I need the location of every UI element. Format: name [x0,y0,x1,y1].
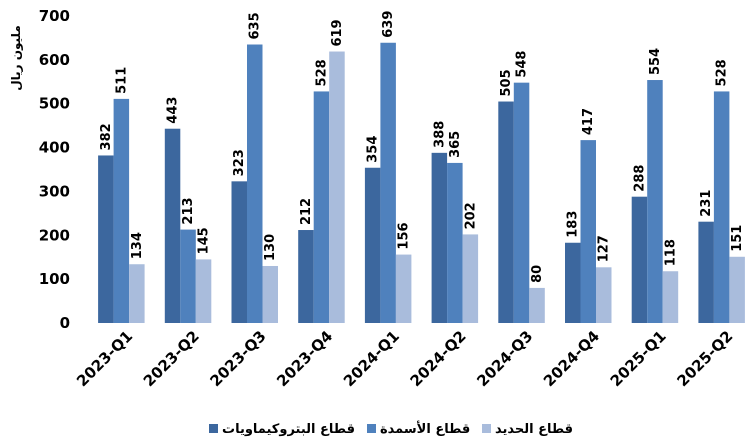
legend-swatch [482,424,491,433]
bar [395,254,412,323]
bar [195,259,212,323]
y-tick-label: 700 [39,7,70,25]
data-label: 443 [166,97,181,124]
data-label: 388 [432,121,447,148]
y-axis-title: مليون ريال [9,25,24,91]
data-label: 212 [299,198,314,225]
data-label: 354 [366,136,381,163]
x-tick-label: 2024-Q3 [473,327,536,390]
bar [580,140,596,323]
data-label: 505 [499,69,514,96]
x-tick-label: 2023-Q3 [207,327,270,390]
y-tick-label: 300 [39,182,70,200]
bar [247,44,263,323]
bar [529,287,545,323]
data-label: 151 [730,225,745,252]
legend-label: قطاع البتروكيماويات [222,422,355,437]
bar [298,230,314,323]
bar [313,91,330,323]
bar [364,167,381,323]
x-tick-label: 2025-Q2 [673,327,736,390]
bar [462,234,479,323]
legend-swatch [209,424,218,433]
data-label: 548 [515,51,530,78]
bar [431,152,448,323]
bars [98,42,745,324]
data-label: 202 [463,202,478,229]
data-label: 156 [397,222,412,249]
data-label: 118 [663,239,678,266]
legend-item: قطاع الأسمدة [367,420,470,437]
bar [447,162,463,323]
data-label: 80 [530,265,545,283]
bar [380,42,396,323]
y-axis-ticks: 0 100 200 300 400 500 600 700 [39,7,70,332]
data-label: 528 [715,59,730,86]
legend: قطاع البتروكيماويات قطاع الأسمدة قطاع الحد… [209,420,573,437]
bar [662,271,679,323]
data-label: 365 [448,131,463,158]
data-label: 639 [381,11,396,38]
bar [513,82,530,323]
data-label: 635 [248,12,263,39]
x-tick-label: 2024-Q4 [540,327,603,390]
bar [565,242,581,323]
data-label: 323 [232,149,247,176]
data-label: 231 [699,190,714,217]
bar [98,155,114,323]
x-tick-label: 2023-Q2 [140,327,203,390]
data-label: 528 [314,59,329,86]
data-label: 183 [566,211,581,238]
legend-label: قطاع الأسمدة [380,420,470,437]
data-label: 130 [263,234,278,261]
bar [596,267,612,323]
data-label: 554 [648,48,663,75]
data-label: 619 [330,19,345,46]
y-tick-label: 500 [39,95,70,113]
bar [180,229,196,323]
bar [262,265,278,323]
data-label: 382 [99,123,114,150]
x-tick-label: 2023-Q4 [273,327,336,390]
legend-item: قطاع البتروكيماويات [209,422,355,437]
data-label: 288 [632,165,647,192]
x-tick-label: 2024-Q1 [340,327,403,390]
bar [498,101,514,324]
data-label: 134 [130,232,145,259]
legend-label: قطاع الحديد [495,422,573,437]
x-axis-ticks: 2023-Q1 2023-Q2 2023-Q3 2023-Q4 2024-Q1 2024-… [73,327,736,390]
bar [329,51,345,323]
y-tick-label: 200 [39,226,70,244]
data-label: 127 [597,235,612,262]
x-tick-label: 2025-Q1 [607,327,670,390]
bar [631,196,648,323]
bar [164,128,181,323]
data-label: 417 [581,108,596,135]
x-tick-label: 2024-Q2 [407,327,470,390]
x-tick-label: 2023-Q1 [73,327,136,390]
bar [647,80,663,323]
y-tick-label: 400 [39,139,70,157]
data-label: 511 [114,67,129,94]
data-label: 213 [181,197,196,224]
bar [729,256,745,323]
bar [113,98,130,323]
bar [129,264,145,323]
bar [231,181,247,323]
bar [698,221,714,323]
y-tick-label: 0 [60,314,70,332]
data-label: 145 [197,227,212,254]
y-tick-label: 600 [39,51,70,69]
bar [713,91,730,323]
data-labels: 3825111344432131453236351302125286193546… [99,11,745,283]
legend-swatch [367,424,376,433]
legend-item: قطاع الحديد [482,422,573,437]
y-tick-label: 100 [39,270,70,288]
